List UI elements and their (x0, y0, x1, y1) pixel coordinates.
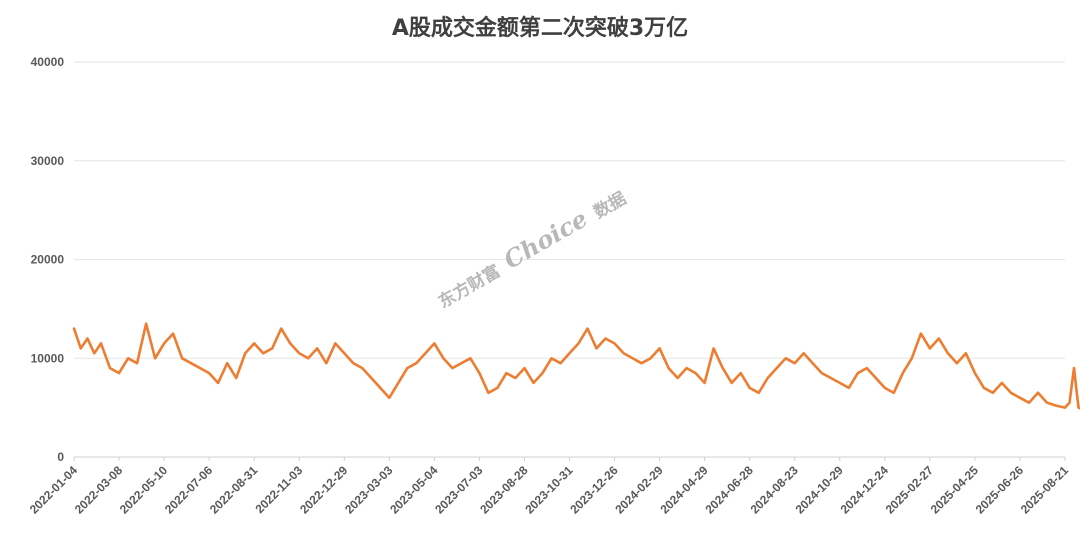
x-tick-label: 2025-04-25 (928, 463, 982, 517)
x-tick-label: 2024-02-29 (612, 463, 666, 517)
svg-text:东方财富 Choice 数据: 东方财富 Choice 数据 (431, 182, 630, 314)
x-tick-label: 2024-06-28 (702, 463, 756, 517)
y-axis-ticks: 0 10000 20000 30000 40000 (31, 55, 65, 464)
watermark-suffix: 数据 (590, 188, 630, 223)
x-tick-label: 2022-03-08 (72, 463, 126, 517)
x-tick-label: 2025-08-21 (1018, 463, 1072, 517)
x-tick-label: 2023-10-31 (522, 463, 576, 517)
y-tick-label: 40000 (31, 55, 65, 69)
x-tick-label: 2022-05-10 (117, 463, 171, 517)
y-tick-label: 20000 (31, 253, 65, 267)
y-tick-label: 30000 (31, 154, 65, 168)
gridlines (74, 61, 1065, 458)
series-group (72, 322, 1080, 410)
x-tick-label: 2023-08-28 (477, 463, 531, 517)
x-tick-label: 2024-04-29 (657, 463, 711, 517)
x-tick-label: 2024-12-24 (838, 463, 892, 517)
x-tick-label: 2022-12-29 (297, 463, 351, 517)
watermark: 东方财富 Choice 数据 (431, 182, 630, 314)
series-line (72, 322, 1080, 410)
watermark-brand-em: Choice (499, 204, 593, 275)
x-tick-label: 2022-01-04 (27, 463, 81, 517)
x-axis-ticks: 2022-01-042022-03-082022-05-102022-07-06… (27, 457, 1072, 517)
x-tick-label: 2022-08-31 (207, 463, 261, 517)
x-tick-label: 2025-06-26 (973, 463, 1027, 517)
watermark-brand: 东方财富 (435, 260, 504, 312)
x-tick-label: 2023-12-26 (567, 463, 621, 517)
y-tick-label: 10000 (31, 351, 65, 365)
x-tick-label: 2024-08-23 (748, 463, 802, 517)
chart-title: A股成交金额第二次突破3万亿 (391, 16, 689, 41)
x-tick-label: 2023-03-03 (342, 463, 396, 517)
x-tick-label: 2023-05-04 (387, 463, 441, 517)
x-tick-label: 2025-02-27 (883, 463, 937, 517)
y-tick-label: 0 (57, 450, 64, 464)
x-tick-label: 2024-10-29 (793, 463, 847, 517)
x-tick-label: 2022-07-06 (162, 463, 216, 517)
x-tick-label: 2023-07-03 (432, 463, 486, 517)
